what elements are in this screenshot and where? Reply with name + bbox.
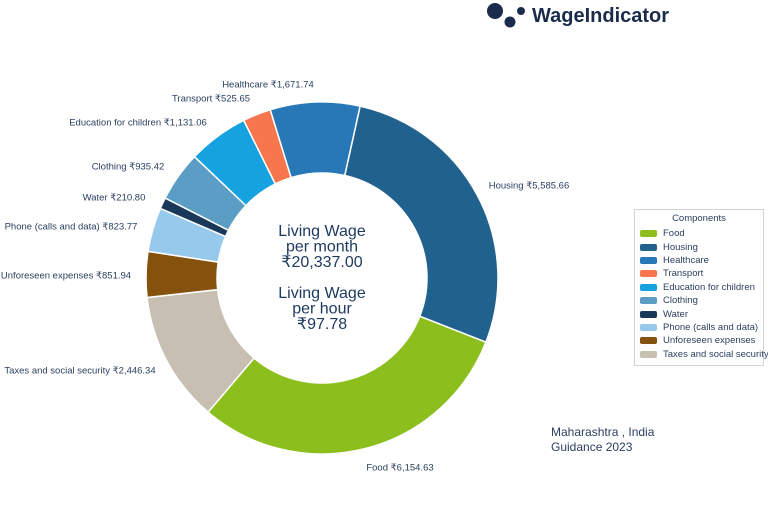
legend-swatch-unforeseen-expenses	[640, 337, 657, 345]
legend-label: Education for children	[663, 281, 755, 293]
slice-label-transport: Transport ₹525.65	[172, 94, 250, 105]
legend-swatch-taxes-and-social-security	[640, 350, 657, 358]
annotation-guidance: Guidance 2023	[551, 440, 633, 454]
legend-label: Housing	[663, 241, 698, 253]
legend-label: Phone (calls and data)	[663, 321, 759, 333]
slice-label-healthcare: Healthcare ₹1,671.74	[222, 80, 314, 91]
legend-swatch-housing	[640, 243, 657, 251]
legend-swatch-transport	[640, 270, 657, 278]
legend-title: Components	[672, 213, 726, 224]
legend-swatch-phone-calls-and-data	[640, 323, 657, 331]
wageindicator-logo: WageIndicator	[486, 2, 669, 30]
region-guidance-annotation: Maharashtra , India Guidance 2023	[551, 425, 654, 455]
slice-label-taxes-and-social-security: Taxes and social security ₹2,446.34	[4, 366, 155, 377]
legend-item-phone-calls-and-data[interactable]: Phone (calls and data)	[640, 321, 758, 334]
center-text-line: per month	[286, 239, 358, 256]
slice-label-phone-calls-and-data: Phone (calls and data) ₹823.77	[5, 222, 138, 233]
legend-swatch-water	[640, 310, 657, 318]
slice-label-education-for-children: Education for children ₹1,131.06	[69, 118, 207, 129]
pie-slice-housing[interactable]	[343, 105, 499, 344]
legend-item-clothing[interactable]: Clothing	[640, 294, 758, 307]
center-text-line: per hour	[292, 301, 352, 318]
slice-label-clothing: Clothing ₹935.42	[92, 162, 165, 173]
legend-item-taxes-and-social-security[interactable]: Taxes and social security	[640, 348, 768, 361]
legend-label: Clothing	[663, 295, 698, 307]
center-text-line: ₹20,337.00	[281, 254, 362, 271]
legend-label: Taxes and social security	[663, 348, 768, 360]
annotation-region: Maharashtra , India	[551, 425, 655, 439]
logo-text: WageIndicator	[532, 4, 670, 27]
legend-label: Water	[663, 308, 688, 320]
legend-swatch-clothing	[640, 297, 657, 305]
legend-item-healthcare[interactable]: Healthcare	[640, 254, 758, 267]
slice-label-food: Food ₹6,154.63	[366, 463, 433, 474]
slice-label-unforeseen-expenses: Unforeseen expenses ₹851.94	[1, 271, 131, 282]
legend-item-transport[interactable]: Transport	[640, 267, 758, 280]
legend-label: Unforeseen expenses	[663, 335, 756, 347]
center-text-line: ₹97.78	[297, 316, 347, 333]
legend-item-food[interactable]: Food	[640, 227, 758, 240]
legend-swatch-healthcare	[640, 256, 657, 264]
legend-label: Food	[663, 228, 685, 240]
legend: Components Food Housing Healthcare Transpor…	[634, 209, 768, 366]
center-text-line: Living Wage	[278, 223, 366, 240]
legend-swatch-education-for-children	[640, 283, 657, 291]
center-text-line: Living Wage	[278, 285, 366, 302]
legend-label: Transport	[663, 268, 704, 280]
legend-swatch-food	[640, 230, 657, 238]
legend-label: Healthcare	[663, 254, 709, 266]
legend-item-education-for-children[interactable]: Education for children	[640, 281, 758, 294]
legend-item-housing[interactable]: Housing	[640, 240, 758, 253]
slice-label-water: Water ₹210.80	[83, 193, 146, 204]
legend-items: Food Housing Healthcare Transport Education …	[640, 227, 768, 361]
pie-slice-healthcare[interactable]	[269, 101, 361, 179]
wageindicator-dots-icon	[487, 3, 525, 28]
legend-item-unforeseen-expenses[interactable]: Unforeseen expenses	[640, 334, 758, 347]
pie-slice-food[interactable]	[207, 315, 487, 455]
slice-label-housing: Housing ₹5,585.66	[489, 181, 570, 192]
legend-item-water[interactable]: Water	[640, 307, 758, 320]
